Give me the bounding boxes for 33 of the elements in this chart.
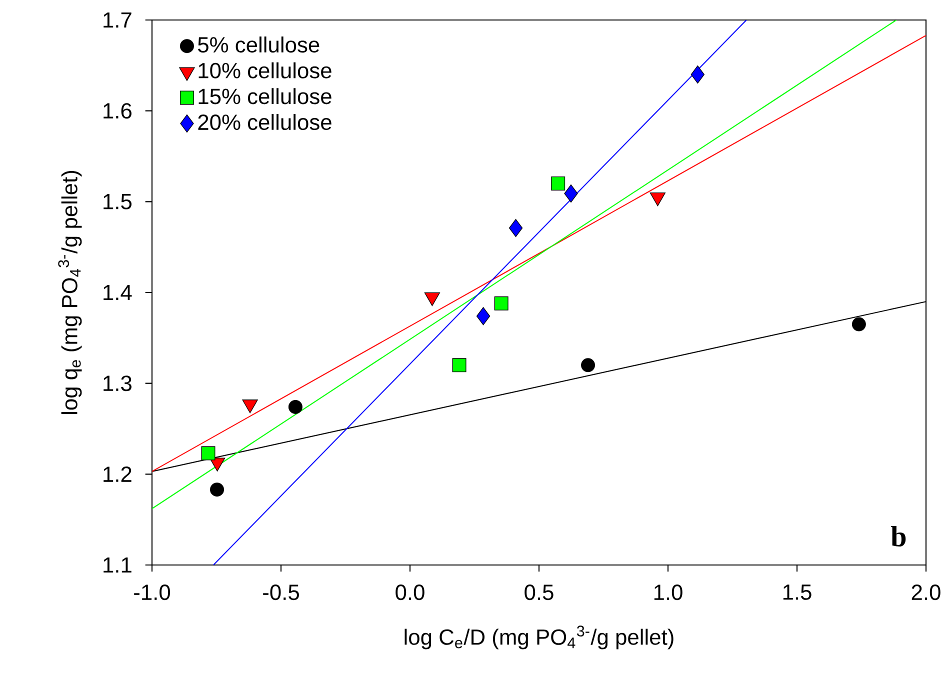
x-tick-label: -1.0 xyxy=(134,584,170,600)
point xyxy=(508,219,523,238)
legend-label: 15% cellulose xyxy=(198,88,332,104)
x-axis-title: log C$_{e}$/D (mg PO$_{4}$$^{3-}$/g pellet) xyxy=(404,626,674,650)
y-tick-label: 1.4 xyxy=(104,284,132,300)
point xyxy=(476,307,490,326)
x-tick-label: 0.0 xyxy=(396,584,424,600)
y-tick-label: 1.6 xyxy=(104,103,132,119)
point xyxy=(288,400,302,414)
point xyxy=(564,184,578,202)
x-tick-label: 1.0 xyxy=(654,584,682,600)
point xyxy=(201,446,216,460)
legend-label: 5% cellulose xyxy=(198,36,320,53)
point xyxy=(452,358,466,372)
x-tick-label: 0.5 xyxy=(524,584,554,600)
x-tick-label: 1.5 xyxy=(783,584,812,600)
point xyxy=(581,358,596,372)
x-tick-label: -0.5 xyxy=(263,584,299,600)
legend-label: 20% cellulose xyxy=(198,114,332,130)
legend-label: 10% cellulose xyxy=(198,62,332,78)
point xyxy=(551,176,566,190)
y-tick-label: 1.1 xyxy=(104,557,132,573)
y-tick-label: 1.3 xyxy=(104,376,132,392)
y-axis-title: log q$_{e}$ (mg PO$_{4}$$^{3-}$/g pellet) xyxy=(58,170,82,414)
point xyxy=(690,66,705,84)
point xyxy=(852,317,866,332)
point xyxy=(210,482,224,497)
x-tick-label: 2.0 xyxy=(912,584,940,600)
y-tick-label: 1.5 xyxy=(104,194,132,210)
y-tick-label: 1.2 xyxy=(104,466,132,482)
point xyxy=(494,296,508,310)
annotation: b xyxy=(890,526,906,547)
y-tick-label: 1.7 xyxy=(104,12,132,28)
